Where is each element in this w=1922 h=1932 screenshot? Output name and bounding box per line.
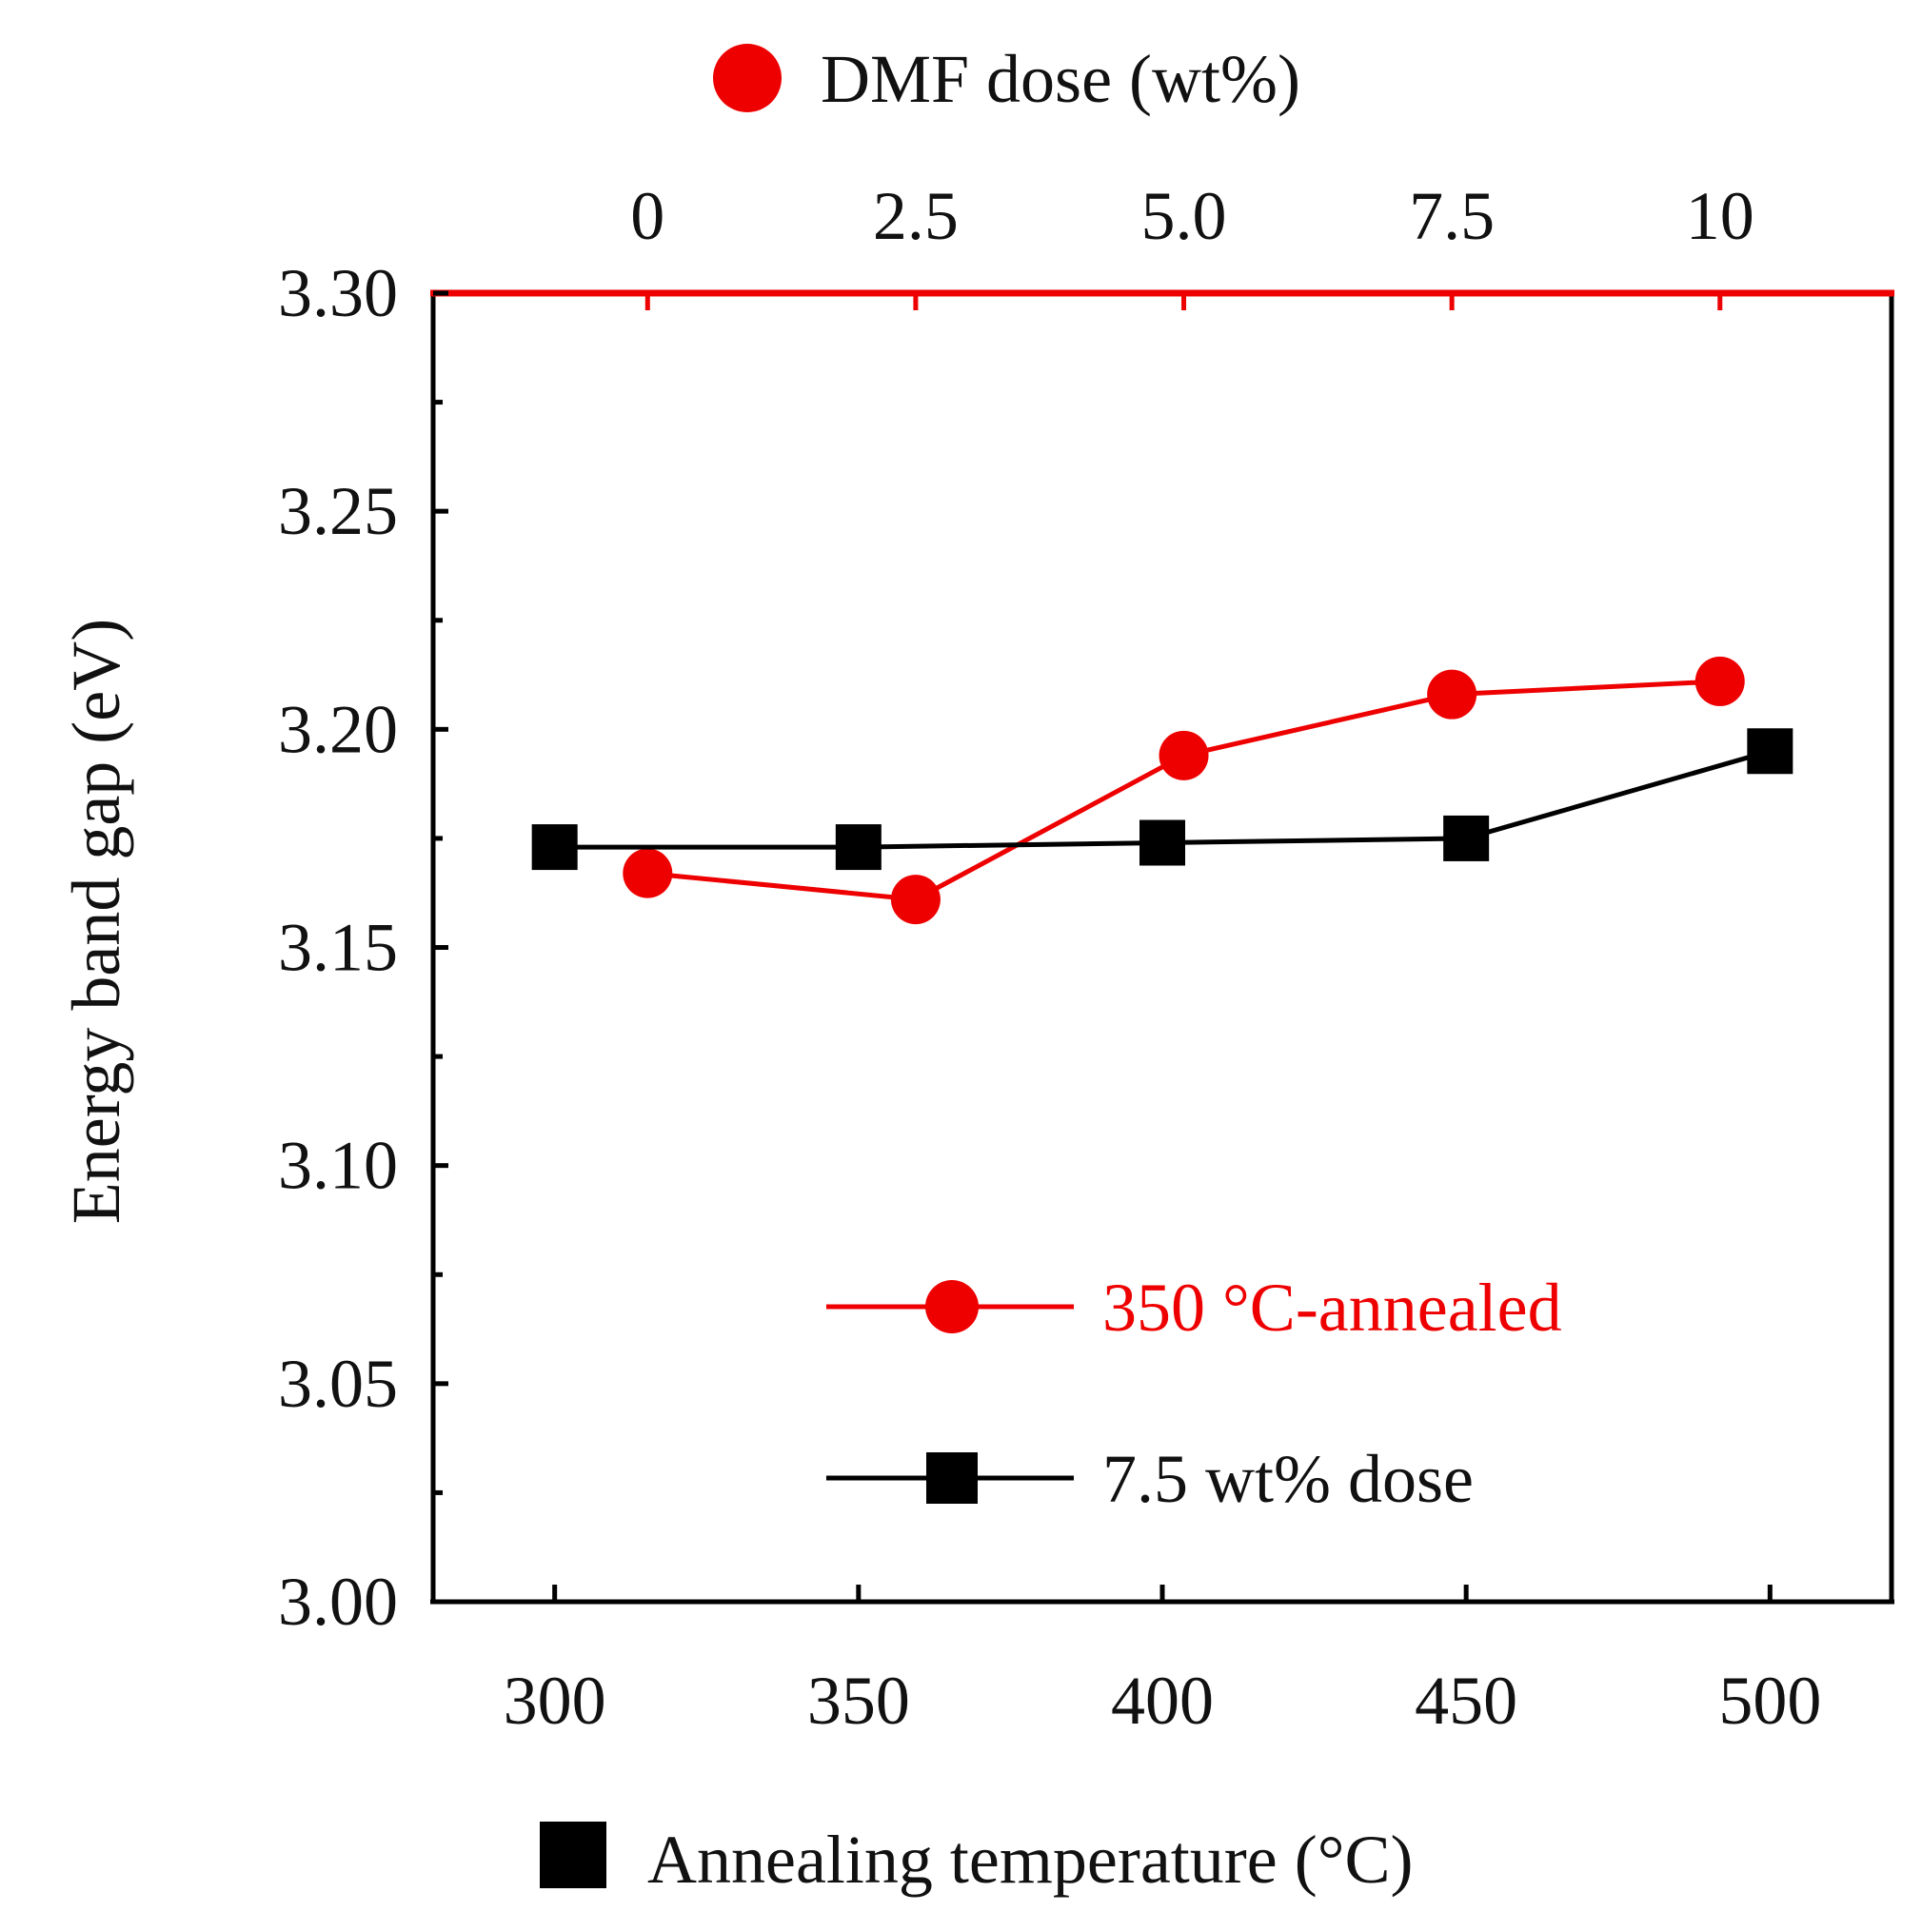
data-point-square (531, 824, 578, 871)
y-tick-label: 3.10 (278, 1128, 398, 1204)
bottom-axis-title-marker (540, 1822, 606, 1888)
x-top-tick-label: 5.0 (1141, 178, 1227, 254)
x-bottom-tick-label: 450 (1415, 1663, 1517, 1739)
y-tick-label: 3.15 (278, 910, 398, 986)
legend-label-black: 7.5 wt% dose (1102, 1441, 1474, 1517)
data-point-square (1139, 819, 1185, 866)
x-top-tick-label: 2.5 (873, 178, 959, 254)
x-bottom-tick-label: 300 (504, 1663, 606, 1739)
legend-marker-circle (925, 1280, 979, 1333)
data-point-square (835, 824, 882, 871)
x-bottom-tick-label: 500 (1718, 1663, 1821, 1739)
series-line-dmf-dose (647, 679, 1720, 902)
x-top-tick-label: 0 (630, 178, 664, 254)
bottom-axis-title: Annealing temperature (°C) (647, 1822, 1413, 1898)
y-tick-label: 3.00 (278, 1564, 398, 1640)
y-tick-label: 3.05 (278, 1346, 398, 1422)
top-axis-title-marker (713, 44, 782, 112)
legend: 350 °C-annealed 7.5 wt% dose (826, 1270, 1562, 1517)
data-point-circle (1427, 669, 1477, 720)
data-point-circle (1694, 656, 1745, 706)
data-point-square (1443, 815, 1490, 861)
y-tick-label: 3.20 (278, 691, 398, 767)
data-point-square (1747, 728, 1793, 775)
legend-marker-square (926, 1452, 978, 1504)
x-top-tick-label: 10 (1686, 178, 1754, 254)
data-point-circle (1159, 730, 1209, 780)
data-point-circle (890, 875, 941, 925)
top-axis-title: DMF dose (wt%) (821, 41, 1300, 117)
x-bottom-tick-label: 350 (807, 1663, 910, 1739)
x-bottom-tick-label: 400 (1111, 1663, 1214, 1739)
y-axis-title: Energy band gap (eV) (58, 619, 134, 1224)
legend-label-red: 350 °C-annealed (1102, 1270, 1562, 1346)
y-tick-label: 3.25 (278, 473, 398, 549)
y-tick-label: 3.30 (278, 255, 398, 331)
x-top-tick-label: 7.5 (1409, 178, 1495, 254)
data-point-circle (623, 848, 673, 898)
